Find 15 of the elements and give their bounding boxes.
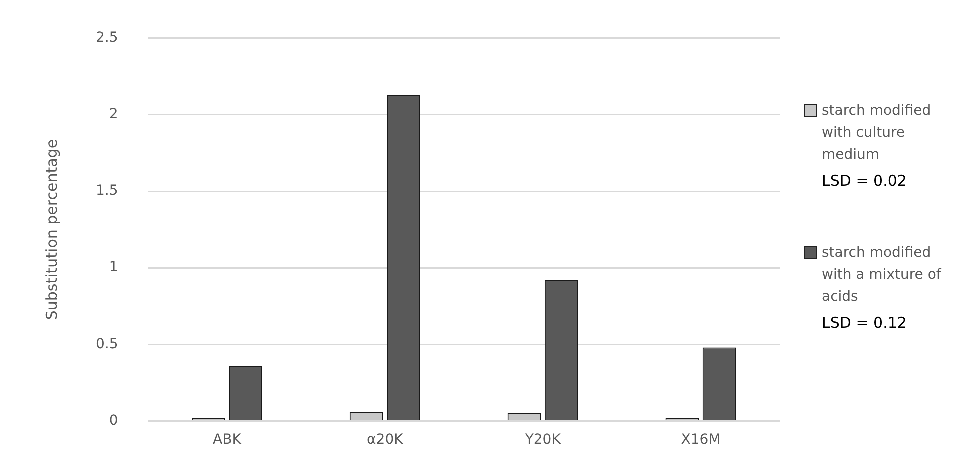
y-tick-label: 0	[109, 412, 118, 429]
text: LSD = 0.12	[822, 314, 908, 332]
text: LSD = 0.02	[822, 172, 908, 190]
x-tick-label: ABK	[213, 432, 242, 448]
y-tick-label: 2.5	[96, 30, 118, 46]
x-tick-label: X16M	[681, 432, 721, 448]
x-tick-label: α20K	[367, 432, 404, 448]
legend-label: starch modified with a mixture of acids	[822, 244, 942, 307]
y-tick-label: 2	[109, 106, 118, 123]
legend-label: starch modified with culture medium	[822, 102, 932, 165]
y-tick-label: 1.5	[96, 183, 118, 200]
x-tick-label: Y20K	[524, 432, 562, 448]
y-axis-title: Substitution percentage	[42, 139, 61, 320]
y-tick-label: 0.5	[96, 336, 118, 352]
y-tick-label: 1	[109, 260, 118, 276]
